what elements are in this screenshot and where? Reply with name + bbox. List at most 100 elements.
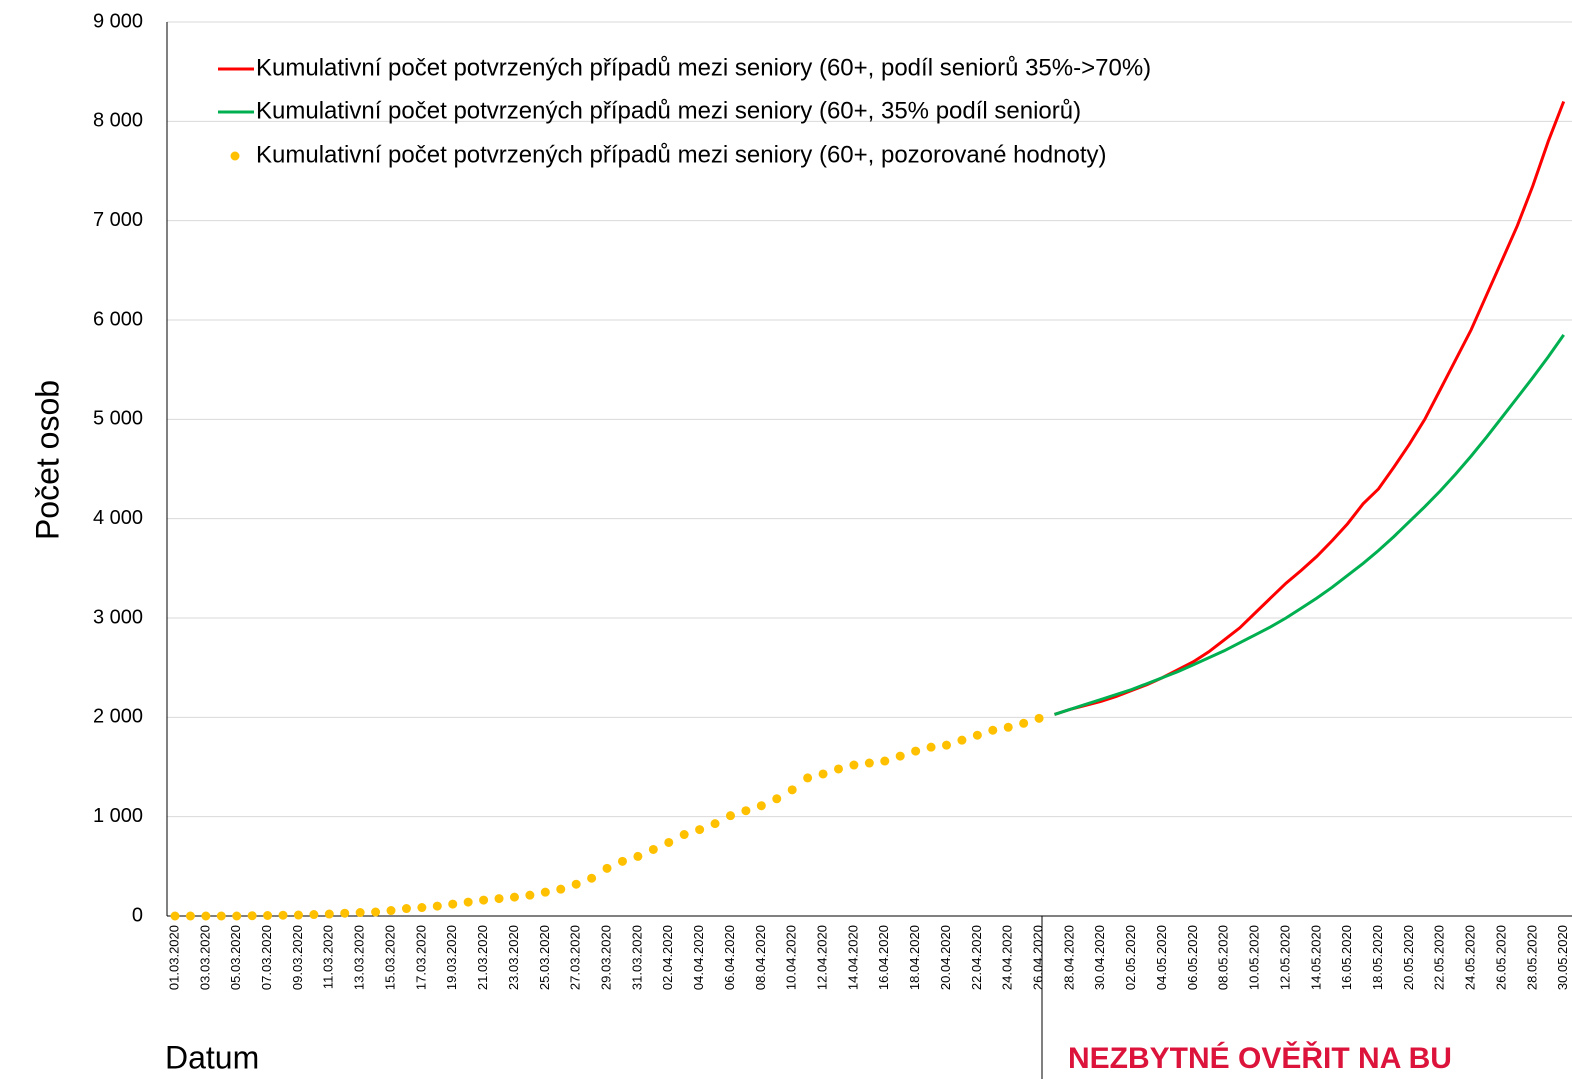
x-tick-label: 06.04.2020 [722, 925, 737, 990]
data-point [787, 785, 797, 795]
data-point [324, 909, 334, 919]
data-point [278, 910, 288, 920]
x-tick-label: 22.04.2020 [969, 925, 984, 990]
x-tick-label: 11.03.2020 [321, 925, 336, 989]
y-tick-label: 3 000 [93, 606, 143, 628]
x-tick-label: 23.03.2020 [506, 925, 521, 990]
y-tick-label: 7 000 [93, 209, 143, 231]
x-tick-label: 17.03.2020 [413, 925, 428, 990]
x-tick-label: 24.04.2020 [1000, 925, 1015, 990]
x-tick-label: 01.03.2020 [166, 925, 181, 990]
x-tick-label: 30.04.2020 [1092, 925, 1107, 990]
x-tick-label: 06.05.2020 [1185, 925, 1200, 990]
x-tick-label: 19.03.2020 [444, 925, 459, 990]
x-tick-label: 21.03.2020 [475, 925, 490, 990]
data-point [602, 863, 612, 873]
x-tick-label: 05.03.2020 [228, 925, 243, 990]
data-point [263, 911, 273, 921]
data-point [833, 764, 843, 774]
data-point [803, 773, 813, 783]
data-point [756, 801, 766, 811]
x-tick-label: 29.03.2020 [598, 925, 613, 990]
data-point [417, 903, 427, 913]
legend-label: Kumulativní počet potvrzených případů me… [256, 54, 1151, 81]
data-point [479, 895, 489, 905]
data-point [942, 740, 951, 750]
y-tick-label: 6 000 [93, 308, 143, 330]
x-tick-label: 22.05.2020 [1432, 925, 1447, 990]
data-point [664, 837, 674, 847]
data-point [170, 911, 180, 921]
x-tick-label: 27.03.2020 [568, 925, 583, 990]
data-point [556, 884, 566, 894]
x-tick-label: 09.03.2020 [290, 925, 305, 990]
y-tick-label: 8 000 [93, 110, 143, 132]
x-tick-label: 25.03.2020 [537, 925, 552, 990]
data-point [571, 879, 581, 889]
data-point [849, 760, 859, 770]
x-tick-label: 14.05.2020 [1308, 925, 1323, 990]
y-tick-label: 1 000 [93, 805, 143, 827]
data-point [509, 892, 519, 902]
x-tick-label: 02.05.2020 [1123, 925, 1138, 990]
y-tick-label: 2 000 [93, 706, 143, 728]
data-point [355, 908, 365, 918]
x-tick-label: 28.05.2020 [1524, 925, 1539, 990]
data-point [201, 911, 211, 921]
x-tick-label: 15.03.2020 [382, 925, 397, 990]
data-point [648, 844, 658, 854]
data-point [679, 830, 689, 840]
data-point [880, 756, 890, 766]
y-axis-title: Počet osob [29, 380, 65, 540]
data-point [695, 825, 705, 835]
x-tick-label: 03.03.2020 [197, 925, 212, 990]
data-point [864, 758, 874, 768]
data-point [1003, 722, 1013, 732]
x-tick-label: 26.05.2020 [1493, 925, 1508, 990]
x-tick-label: 16.05.2020 [1339, 925, 1354, 990]
y-tick-label: 9 000 [93, 10, 143, 32]
data-point [587, 873, 597, 883]
data-point [525, 890, 535, 900]
data-point [1034, 713, 1044, 723]
annotation: NEZBYTNÉ OVĚŘIT NA BU [1068, 1041, 1452, 1075]
data-point [401, 904, 411, 914]
x-tick-label: 26.04.2020 [1031, 925, 1046, 990]
x-axis-title: Datum [165, 1039, 259, 1075]
data-point [432, 901, 442, 911]
data-point [494, 894, 504, 904]
legend-label: Kumulativní počet potvrzených případů me… [256, 141, 1106, 168]
data-point [741, 806, 751, 816]
legend-label: Kumulativní počet potvrzených případů me… [256, 97, 1081, 124]
data-point [617, 856, 627, 866]
data-point [463, 897, 473, 907]
data-point [1019, 718, 1029, 728]
data-point [216, 911, 226, 921]
data-point [309, 910, 319, 920]
x-tick-label: 08.04.2020 [753, 925, 768, 990]
data-point [185, 911, 195, 921]
data-point [540, 887, 550, 897]
data-point [957, 735, 967, 745]
x-tick-label: 10.05.2020 [1247, 925, 1262, 990]
x-tick-label: 31.03.2020 [629, 925, 644, 990]
data-point [232, 911, 242, 921]
data-point [818, 769, 828, 779]
data-point [972, 730, 982, 740]
x-tick-label: 18.05.2020 [1370, 925, 1385, 990]
data-point [633, 851, 643, 861]
data-point [772, 794, 782, 804]
x-tick-label: 13.03.2020 [352, 925, 367, 990]
x-tick-label: 08.05.2020 [1216, 925, 1231, 990]
data-point [926, 742, 936, 752]
y-tick-label: 4 000 [93, 507, 143, 529]
data-point [911, 746, 921, 756]
x-tick-label: 10.04.2020 [784, 925, 799, 990]
y-tick-label: 0 [132, 904, 143, 926]
x-tick-label: 18.04.2020 [907, 925, 922, 990]
data-point [340, 908, 350, 918]
data-point [386, 906, 396, 916]
data-point [710, 819, 720, 829]
x-tick-label: 30.05.2020 [1555, 925, 1570, 990]
